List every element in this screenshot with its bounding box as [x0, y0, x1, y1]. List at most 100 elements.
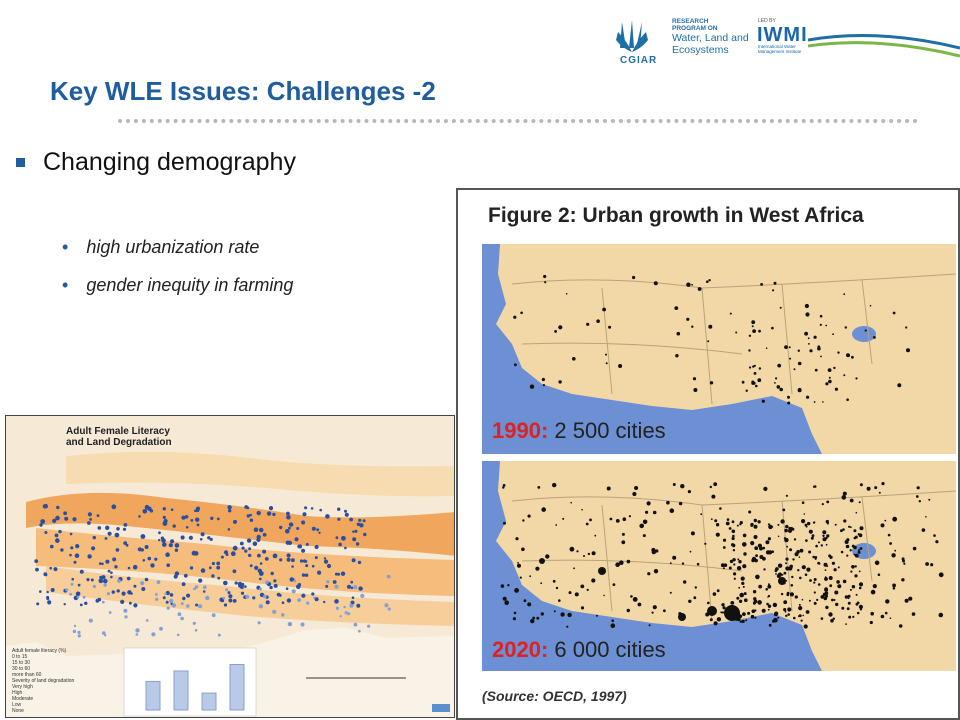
literacy-dot [186, 604, 190, 608]
literacy-dot [149, 509, 154, 513]
city-dot [755, 384, 758, 388]
city-dot [514, 363, 517, 367]
city-dot [789, 564, 793, 569]
literacy-dot [257, 621, 261, 625]
city-dot [515, 537, 519, 541]
city-dot [784, 610, 787, 613]
literacy-dot [70, 546, 74, 550]
city-dot [855, 511, 858, 514]
literacy-dot [34, 559, 39, 563]
literacy-dot [205, 595, 210, 601]
city-dot [574, 592, 579, 597]
city-dot [687, 490, 691, 494]
city-dot [741, 619, 745, 623]
city-dot [814, 368, 818, 372]
literacy-dot [63, 603, 66, 606]
literacy-dot [358, 586, 363, 591]
city-dot [813, 521, 816, 524]
city-dot [789, 548, 793, 552]
city-dot [765, 347, 768, 349]
led-by-label: LED BY [758, 18, 776, 24]
city-dot [517, 563, 521, 568]
city-dot [878, 491, 881, 494]
city-dot [609, 517, 613, 521]
literacy-dot [90, 578, 94, 582]
city-dot [797, 569, 800, 572]
city-dot [714, 519, 718, 523]
literacy-dot [195, 506, 201, 511]
literacy-dot [79, 569, 84, 574]
city-dot [798, 556, 801, 558]
city-dot [801, 501, 805, 504]
city-dot [869, 304, 872, 307]
literacy-dot [265, 580, 269, 584]
literacy-dot [103, 578, 108, 584]
city-dot [808, 550, 812, 554]
city-dot [813, 581, 816, 584]
city-dot [864, 329, 867, 332]
city-dot [542, 384, 545, 387]
literacy-dot [69, 592, 73, 596]
literacy-dot [186, 593, 191, 598]
city-dot [507, 584, 510, 587]
city-dot [723, 563, 728, 567]
city-dot [837, 584, 842, 589]
literacy-dot [58, 529, 62, 534]
city-dot [558, 380, 562, 384]
city-dot [880, 614, 885, 619]
city-dot [541, 377, 545, 382]
city-dot [634, 486, 639, 490]
city-dot [581, 508, 583, 511]
literacy-dot [351, 596, 355, 599]
literacy-dot [316, 528, 319, 532]
literacy-dot [238, 584, 242, 588]
literacy-dot [177, 612, 182, 617]
iwmi-logo-text: IWMI [757, 24, 808, 46]
city-dot [761, 399, 765, 403]
city-dot [694, 586, 697, 589]
city-dot [767, 537, 771, 541]
literacy-dot [291, 589, 296, 594]
city-dot [783, 608, 787, 612]
city-dot [826, 500, 830, 504]
city-dot [847, 597, 850, 600]
city-dot [874, 560, 880, 566]
literacy-dot [269, 585, 273, 590]
city-dot [775, 573, 777, 575]
city-dot [742, 533, 747, 538]
city-dot [776, 385, 781, 389]
literacy-dot [198, 578, 203, 583]
literacy-dot [228, 598, 233, 603]
city-dot [889, 617, 892, 619]
city-dot [750, 524, 753, 527]
city-dot [853, 536, 857, 540]
city-dot [622, 517, 627, 521]
city-dot [570, 501, 572, 504]
literacy-dot [169, 598, 174, 604]
city-dot [813, 335, 817, 339]
main-bullet-text: Changing demography [43, 148, 296, 176]
literacy-dot [49, 566, 52, 570]
legend-entry: Moderate [12, 696, 34, 702]
city-dot [700, 513, 703, 516]
literacy-dot [46, 597, 50, 601]
literacy-dot [99, 575, 103, 579]
city-dot [743, 552, 747, 556]
literacy-dot [244, 585, 247, 588]
city-dot [841, 495, 847, 500]
city-dot [675, 354, 679, 358]
city-dot [891, 553, 896, 558]
city-dot [513, 315, 517, 319]
literacy-dot [286, 557, 291, 562]
city-dot [854, 565, 857, 568]
literacy-dot [126, 576, 131, 581]
city-dot [855, 377, 858, 380]
literacy-dot [325, 514, 330, 519]
literacy-dot [302, 512, 307, 517]
city-dot [733, 577, 736, 580]
city-dot [854, 553, 859, 558]
inset-bar [145, 680, 161, 711]
literacy-dot [232, 569, 237, 574]
city-dot [710, 518, 713, 520]
city-dot [642, 534, 646, 538]
